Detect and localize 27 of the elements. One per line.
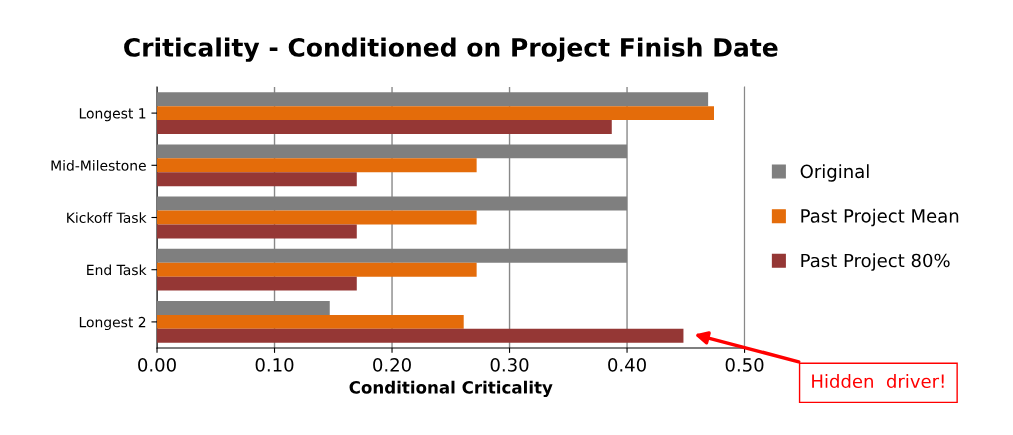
- legend-label: Past Project Mean: [801, 208, 959, 227]
- legend-label: Original: [800, 164, 869, 182]
- y-tick-label: Kickoff Task: [67, 212, 147, 223]
- x-tick-label: 0.10: [255, 358, 294, 372]
- y-tick-label: End Task: [87, 264, 147, 276]
- y-tick-label: Longest 1: [79, 108, 146, 122]
- bar: [157, 172, 357, 187]
- text: Hidden driver!: [812, 374, 944, 389]
- bar: [157, 158, 477, 173]
- chart-title: Criticality - Conditioned on Project Finish Date: [124, 37, 778, 62]
- bar: [157, 262, 477, 277]
- x-axis-title: Conditional Criticality: [349, 380, 553, 398]
- bar: [157, 314, 464, 329]
- x-tick-label: 0.50: [725, 358, 764, 372]
- bar: [157, 106, 714, 121]
- y-tick-label: Longest 2: [79, 316, 146, 331]
- y-tick-label: Mid-Milestone: [51, 160, 146, 171]
- x-tick-label: 0.00: [138, 358, 176, 372]
- bar: [157, 328, 684, 343]
- legend-label: Past Project 80%: [801, 253, 950, 271]
- bar: [157, 276, 357, 291]
- bar: [157, 120, 612, 134]
- bar: [157, 224, 357, 239]
- x-tick-label: 0.30: [490, 358, 529, 372]
- x-tick-label: 0.20: [373, 358, 411, 372]
- bar: [157, 210, 477, 225]
- x-tick-label: 0.40: [608, 358, 646, 372]
